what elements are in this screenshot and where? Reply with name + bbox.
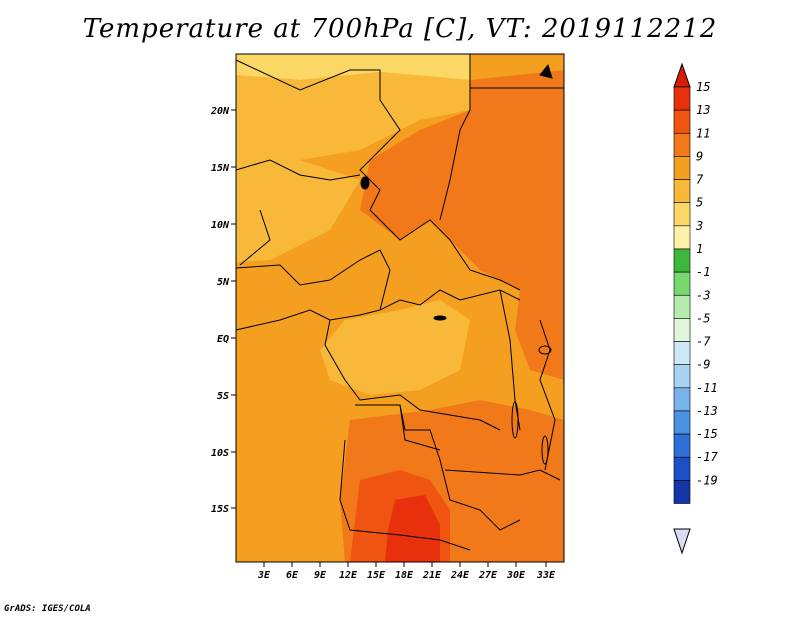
contour-region-5-7-north bbox=[236, 54, 470, 80]
lat-label: 5N bbox=[217, 277, 230, 288]
colorbar-level-label: 13 bbox=[696, 103, 710, 117]
colorbar-segment bbox=[673, 179, 691, 203]
lon-axis: 3E 6E 9E 12E 15E 18E 21E 24E 27E 30E 33E bbox=[257, 562, 556, 581]
lake-malawi bbox=[541, 435, 549, 465]
colorbar-level-label: -15 bbox=[696, 427, 718, 441]
contour-region-7-9-congo bbox=[320, 300, 470, 395]
lake-tanganyika bbox=[511, 401, 519, 439]
colorbar-segment bbox=[673, 294, 691, 319]
contour-region-11-13-east bbox=[515, 290, 564, 380]
lon-label: 6E bbox=[286, 570, 299, 581]
colorbar-level-label: -19 bbox=[696, 473, 718, 487]
colorbar-segment bbox=[673, 480, 691, 504]
contour-region-7-9-northwest bbox=[236, 72, 470, 170]
colorbar-level-label: -13 bbox=[696, 404, 718, 418]
lon-label: 21E bbox=[422, 570, 442, 581]
colorbar-bottom-cap bbox=[673, 528, 691, 555]
colorbar-segment bbox=[673, 410, 691, 435]
colorbar-level-label: -17 bbox=[696, 450, 718, 464]
lake-nasser bbox=[539, 63, 553, 79]
colorbar-level-label: 5 bbox=[696, 196, 703, 210]
colorbar-segment bbox=[673, 364, 691, 389]
lat-label: 20N bbox=[210, 106, 230, 117]
colorbar-segment bbox=[673, 456, 691, 481]
colorbar-level-label: 3 bbox=[695, 219, 703, 233]
lakes bbox=[360, 63, 553, 465]
colorbar-segment bbox=[673, 248, 691, 273]
contour-region-11-13-sudan bbox=[360, 70, 564, 290]
lat-label: 15S bbox=[211, 504, 229, 515]
lon-label: 24E bbox=[450, 570, 470, 581]
lon-label: 18E bbox=[395, 570, 414, 581]
lon-label: 15E bbox=[367, 570, 386, 581]
lat-label: 10S bbox=[211, 448, 229, 459]
lat-label: 15N bbox=[211, 163, 230, 174]
contour-region-15-plus bbox=[385, 495, 440, 562]
colorbar-level-label: 9 bbox=[696, 149, 703, 163]
colorbar-level-label: 7 bbox=[696, 173, 704, 187]
colorbar-labels: 15 13 11 9 7 5 3 1 -1 -3 -5 -7 -9 -11 -13 -15 -17 -19 bbox=[695, 80, 718, 487]
lake-chad bbox=[360, 176, 370, 190]
map-frame bbox=[235, 53, 565, 563]
country-boundaries bbox=[235, 54, 564, 551]
colorbar-top-cap bbox=[673, 62, 691, 88]
colorbar-segment bbox=[673, 156, 691, 180]
colorbar-level-label: 11 bbox=[696, 126, 710, 140]
colorbar-level-label: 15 bbox=[696, 80, 710, 94]
colorbar-level-label: -1 bbox=[696, 265, 710, 279]
lon-label: 12E bbox=[339, 570, 358, 581]
colorbar-segment bbox=[673, 109, 691, 134]
lon-label: 27E bbox=[478, 570, 498, 581]
lat-label: EQ bbox=[217, 334, 229, 345]
colorbar-segment bbox=[673, 132, 691, 157]
lon-label: 9E bbox=[314, 570, 327, 581]
colorbar: 15 13 11 9 7 5 3 1 -1 -3 -5 -7 -9 -11 -13 -15 -17 -19 bbox=[673, 62, 718, 555]
colorbar-level-label: -11 bbox=[696, 381, 718, 395]
colorbar-segment bbox=[673, 318, 691, 342]
colorbar-level-label: -3 bbox=[696, 288, 710, 302]
colorbar-segment bbox=[673, 341, 691, 365]
colorbar-segment bbox=[673, 387, 691, 412]
lat-label: 10N bbox=[211, 220, 230, 231]
colorbar-segment bbox=[673, 433, 691, 458]
contour-region-7-9-west-africa bbox=[236, 160, 360, 262]
lon-label: 3E bbox=[257, 570, 271, 581]
colorbar-segment bbox=[673, 86, 691, 111]
lake-victoria bbox=[538, 345, 552, 355]
lake-congo bbox=[433, 315, 447, 321]
colorbar-segment bbox=[673, 202, 691, 227]
lat-label: 5S bbox=[217, 391, 229, 402]
colorbar-level-label: 1 bbox=[696, 242, 703, 256]
colorbar-segments bbox=[673, 86, 691, 504]
lon-label: 33E bbox=[536, 570, 556, 581]
colorbar-level-label: -9 bbox=[696, 358, 710, 372]
credit-label: GrADS: IGES/COLA bbox=[4, 604, 91, 614]
lon-label: 30E bbox=[506, 570, 526, 581]
colorbar-segment bbox=[673, 225, 691, 250]
colorbar-level-label: -5 bbox=[696, 311, 710, 325]
lat-axis: 20N 15N 10N 5N EQ 5S 10S 15S bbox=[210, 106, 236, 515]
colorbar-segment bbox=[673, 271, 691, 296]
map-title: Temperature at 700hPa [C], VT: 201911221… bbox=[82, 14, 718, 44]
colorbar-level-label: -7 bbox=[696, 335, 711, 349]
